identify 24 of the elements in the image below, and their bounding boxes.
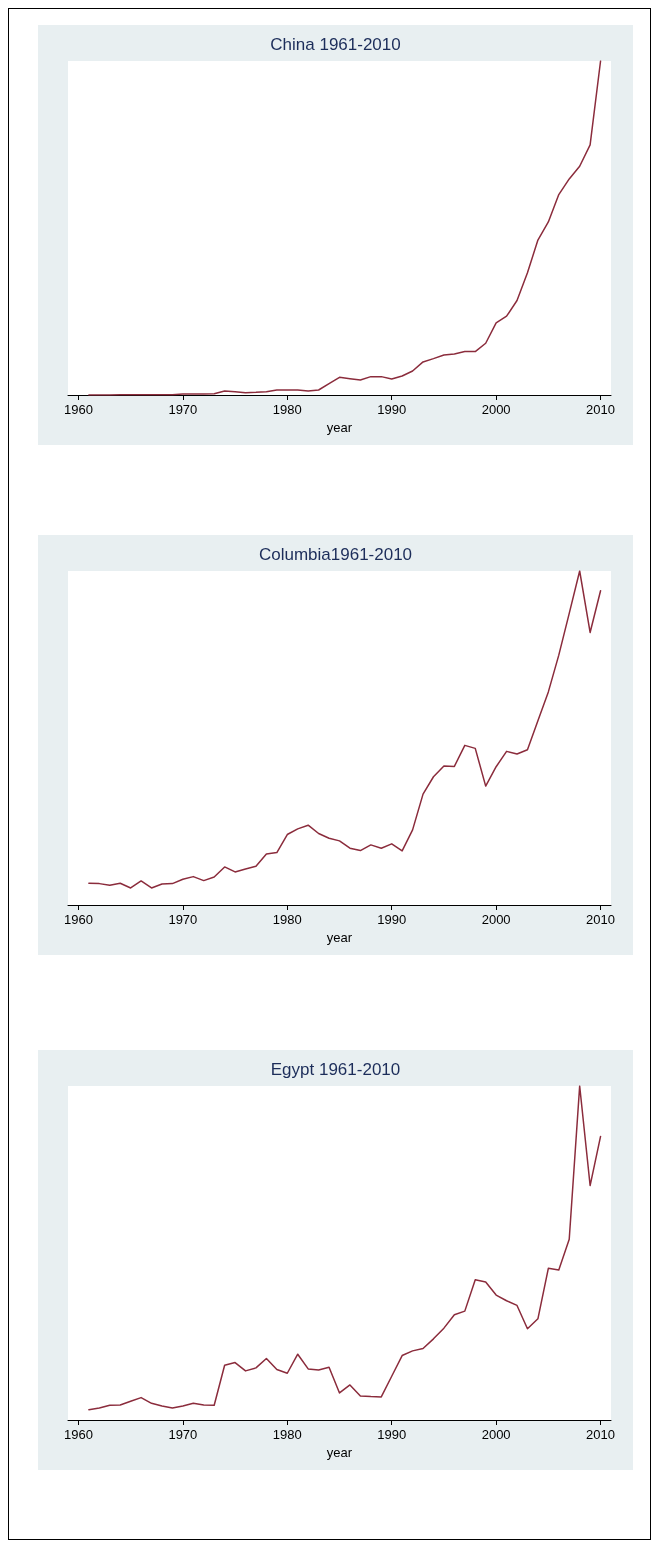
x-tick-label: 2010 (586, 1427, 616, 1442)
x-tick-label: 1970 (168, 912, 198, 927)
x-tick-label: 2000 (481, 1427, 511, 1442)
chart-title: Columbia1961-2010 (258, 545, 413, 564)
x-tick-label: 1970 (168, 1427, 198, 1442)
x-tick-label: 2010 (586, 912, 616, 927)
x-axis-title: year (326, 1445, 353, 1460)
x-axis-title: year (326, 420, 353, 435)
x-tick-label: 1990 (377, 402, 407, 417)
x-tick-label: 1980 (272, 402, 302, 417)
x-tick-label: 1990 (377, 912, 407, 927)
x-tick-label: 1990 (377, 1427, 407, 1442)
x-axis-title: year (326, 930, 353, 945)
x-tick-label: 1960 (63, 1427, 93, 1442)
x-tick-label: 1960 (63, 402, 93, 417)
x-tick-label: 1960 (63, 912, 93, 927)
x-tick-label: 2010 (586, 402, 616, 417)
x-tick-label: 2000 (481, 912, 511, 927)
x-tick-label: 1980 (272, 912, 302, 927)
x-tick-label: 1970 (168, 402, 198, 417)
x-tick-label: 1980 (272, 1427, 302, 1442)
chart-title: Egypt 1961-2010 (270, 1060, 401, 1079)
chart-title: China 1961-2010 (270, 35, 401, 54)
x-tick-label: 2000 (481, 402, 511, 417)
